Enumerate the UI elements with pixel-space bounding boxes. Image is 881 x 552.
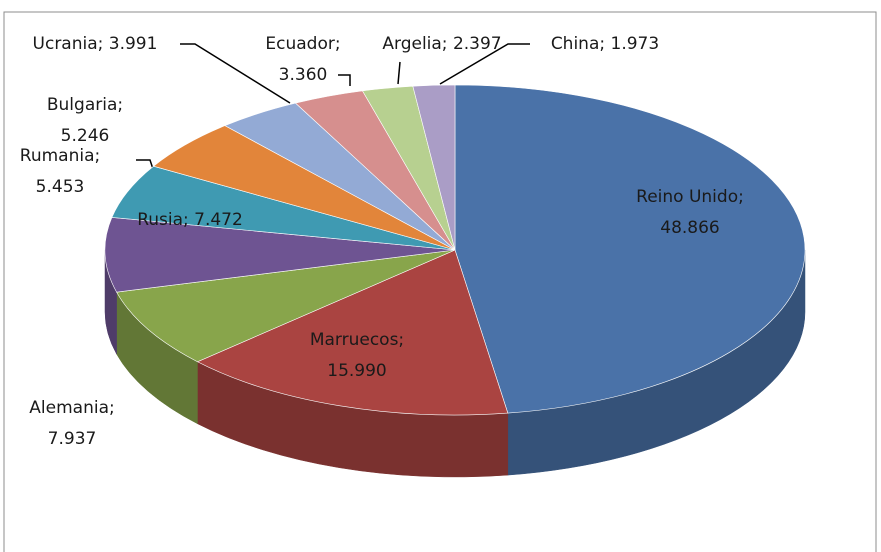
leader-line (338, 74, 351, 86)
data-label: Ecuador; 3.360 (265, 34, 340, 85)
data-label: Reino Unido; 48.866 (636, 187, 744, 238)
data-label-line: 5.246 (61, 126, 110, 146)
data-label-line: 7.937 (48, 429, 97, 449)
data-label: Ucrania; 3.991 (33, 34, 158, 54)
data-label-line: 48.866 (660, 218, 719, 238)
data-label: Alemania; 7.937 (29, 398, 114, 449)
slice (116, 249, 456, 363)
slice (104, 217, 456, 293)
leader-line (397, 61, 401, 85)
leader-line (180, 43, 291, 104)
pie-sides (104, 249, 806, 478)
data-label: Bulgaria; 5.246 (47, 95, 123, 146)
data-label: Marruecos; 15.990 (310, 330, 404, 381)
data-label: Rumania; 5.453 (20, 146, 100, 197)
data-label-line: 3.360 (279, 65, 328, 85)
data-label: Rusia; 7.472 (137, 210, 243, 230)
data-label-line: Marruecos; (310, 330, 404, 350)
data-label-line: Ecuador; (265, 34, 340, 54)
slice (454, 84, 806, 414)
data-label-line: Bulgaria; (47, 95, 123, 115)
data-label-line: 5.453 (36, 177, 85, 197)
data-label-line: Alemania; (29, 398, 114, 418)
leader-line (439, 43, 530, 85)
leader-lines (136, 43, 530, 170)
data-label: Argelia; 2.397 (382, 34, 501, 54)
data-label: China; 1.973 (551, 34, 659, 54)
leader-line (136, 159, 154, 170)
slice (196, 249, 509, 416)
pie-tops (104, 84, 806, 416)
data-label-line: Reino Unido; (636, 187, 744, 207)
slice (412, 84, 456, 251)
data-label-line: Rumania; (20, 146, 100, 166)
chart-frame (3, 11, 877, 552)
data-label-line: 15.990 (327, 361, 386, 381)
